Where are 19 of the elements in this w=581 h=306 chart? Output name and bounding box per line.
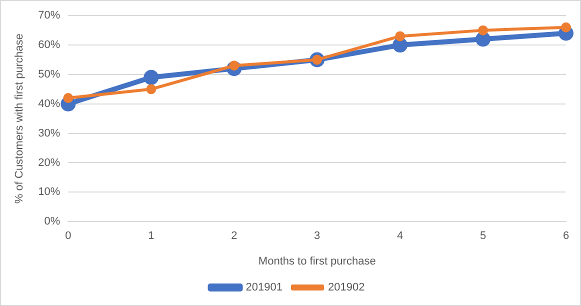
- y-axis-title: % of Customers with first purchase: [14, 34, 26, 204]
- y-tick-label: 40%: [38, 98, 60, 110]
- y-tick-label: 50%: [38, 68, 60, 80]
- x-tick-label: 0: [65, 230, 72, 242]
- y-tick-label: 10%: [38, 186, 60, 198]
- y-tick-label: 30%: [38, 127, 60, 140]
- x-tick-label: 1: [148, 230, 154, 242]
- x-tick-label: 2: [231, 230, 238, 242]
- y-tick-label: 20%: [38, 156, 60, 169]
- x-axis-title: Months to first purchase: [258, 255, 376, 268]
- y-tick-label: 60%: [38, 39, 60, 52]
- x-tick-label: 4: [397, 230, 404, 242]
- legend-label: 201902: [328, 282, 365, 294]
- x-tick-label: 3: [314, 230, 320, 242]
- x-tick-label: 6: [562, 230, 570, 242]
- x-tick-label: 5: [480, 230, 486, 242]
- legend-label: 201901: [246, 282, 283, 294]
- y-tick-label: 70%: [38, 10, 60, 22]
- y-tick-label: 0%: [44, 216, 60, 228]
